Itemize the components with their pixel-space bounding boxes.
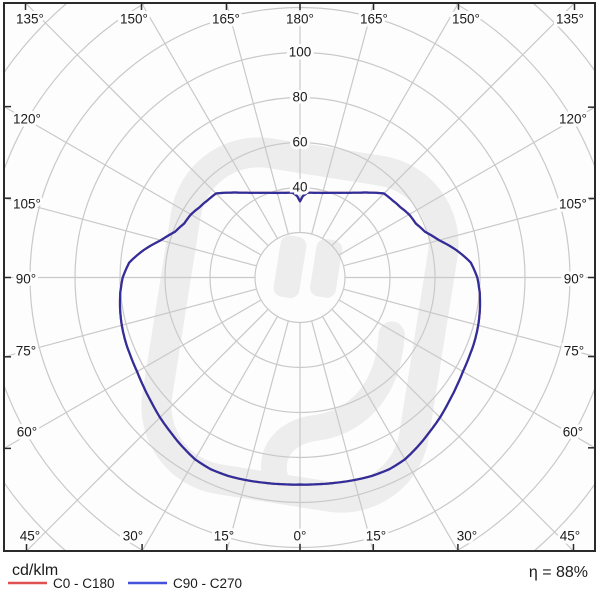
grid-ray [321, 3, 460, 239]
angle-label: 120° [559, 112, 587, 127]
angle-label: 45° [20, 529, 40, 544]
efficiency-value: η = 88% [529, 564, 588, 581]
angle-label: 60° [17, 425, 37, 440]
grid-ray [226, 320, 289, 551]
radial-value-label: 80 [292, 90, 307, 105]
curve-c90-c270 [118, 191, 482, 486]
angle-label: 105° [559, 197, 587, 212]
unit-label: cd/klm [12, 562, 58, 579]
grid-ray [4, 197, 257, 267]
grid-ray [4, 299, 262, 449]
angle-label: 150° [120, 12, 148, 27]
angle-label: 15° [366, 529, 386, 544]
angle-label: 180° [286, 12, 314, 27]
radial-value-label: 60 [292, 135, 307, 150]
legend-label-c0-c180: C0 - C180 [53, 576, 115, 591]
grid-ray [26, 308, 269, 551]
axis-ticks [4, 3, 595, 551]
watermark-pin-icon [273, 235, 307, 299]
axis-labels: 135° 150° 165° 180° 165° 150° 135° 120° 105° 90° 7… [10, 9, 590, 547]
grid-ray [338, 106, 595, 256]
angle-label: 135° [556, 12, 584, 27]
manufacturer-logo-watermark [141, 137, 459, 513]
angle-label: 30° [123, 529, 143, 544]
angle-label: 120° [13, 112, 41, 127]
angle-label: 15° [214, 529, 234, 544]
legend-label-c90-c270: C90 - C270 [173, 576, 242, 591]
grid-ray [4, 106, 262, 256]
grid-ray [321, 316, 459, 551]
grid-ray [4, 288, 257, 358]
grid-ray [331, 3, 575, 247]
grid-ray [343, 197, 595, 267]
grid-ray [343, 288, 595, 358]
angle-label: 90° [16, 272, 36, 287]
grid-ray [338, 299, 595, 449]
angle-label: 165° [360, 12, 388, 27]
angle-label: 105° [13, 197, 41, 212]
plot-border [3, 2, 596, 552]
radial-value-label: 100 [289, 45, 312, 60]
watermark-pin-icon [310, 239, 343, 298]
angle-label: 165° [212, 12, 240, 27]
angle-label: 75° [16, 344, 36, 359]
angle-label: 30° [457, 529, 477, 544]
grid-ray [225, 3, 289, 235]
angle-label: 135° [16, 12, 44, 27]
grid-ray [25, 3, 269, 247]
angle-label: 90° [564, 272, 584, 287]
grid-ray [311, 3, 375, 235]
angle-label: 60° [563, 425, 583, 440]
grid-ray [141, 316, 279, 551]
angle-label: 75° [564, 344, 584, 359]
grid-ray [140, 3, 279, 239]
grid-ray [331, 308, 574, 551]
grid-ray [311, 320, 374, 551]
watermark-cord-icon [261, 321, 405, 502]
radial-value-label: 40 [292, 180, 307, 195]
angle-label: 45° [560, 529, 580, 544]
angle-label: 0° [294, 529, 307, 544]
angle-label: 150° [452, 12, 480, 27]
